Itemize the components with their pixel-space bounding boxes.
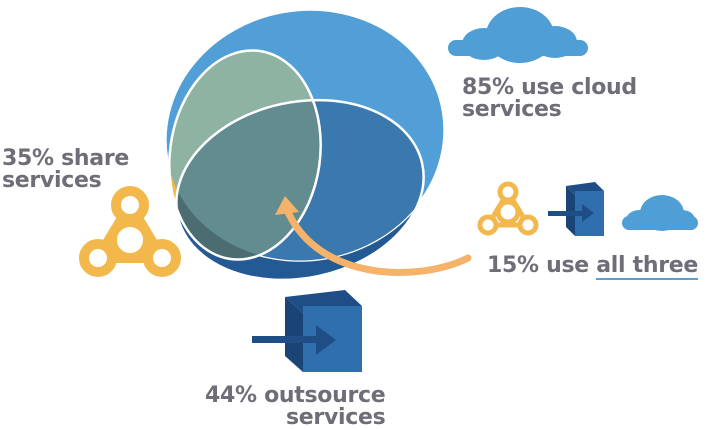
outsource-box-icon: [252, 290, 362, 372]
share-icon: [477, 181, 539, 236]
outsource-services-label: 44% outsource services: [202, 383, 386, 430]
cloud-services-label: 85% use cloud services: [462, 77, 637, 121]
all-three-label: 15% use all three: [487, 253, 699, 280]
arrow-icon: [275, 196, 472, 276]
cloud-icon: [448, 7, 588, 63]
share-label-line1: 35% share: [2, 146, 129, 171]
cloud-icon: [622, 195, 698, 231]
cloud-label-line1: 85% use cloud: [462, 75, 637, 100]
outsource-box-icon: [548, 182, 604, 236]
share-services-label: 35% share services: [2, 148, 129, 192]
outsource-label-line2: services: [286, 405, 386, 430]
outsource-label-line1: 44% outsource: [205, 383, 386, 408]
all-three-label-prefix: 15% use: [487, 253, 597, 278]
cloud-label-line2: services: [462, 97, 562, 122]
share-label-line2: services: [2, 168, 102, 193]
share-icon: [79, 186, 181, 277]
all-three-label-underlined: all three: [596, 253, 699, 280]
